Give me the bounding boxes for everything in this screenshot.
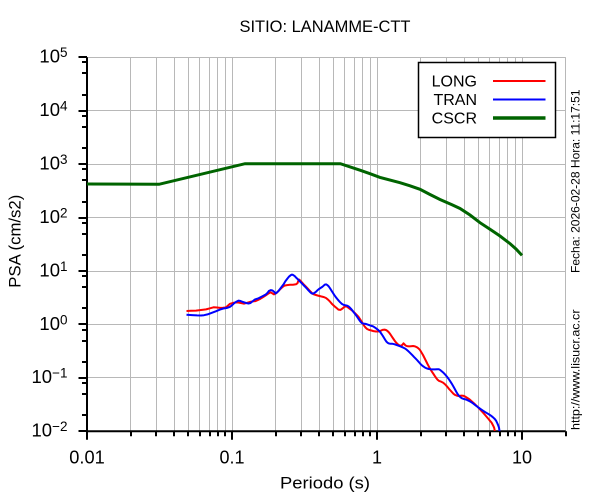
svg-text:1: 1 <box>372 448 382 468</box>
svg-text:Fecha: 2026-02-28 Hora: 11:17:: Fecha: 2026-02-28 Hora: 11:17:51 <box>569 89 583 273</box>
svg-text:CSCR: CSCR <box>432 111 477 128</box>
svg-text:Periodo (s): Periodo (s) <box>280 474 370 492</box>
svg-text:0.1: 0.1 <box>219 448 244 468</box>
svg-text:TRAN: TRAN <box>433 92 477 109</box>
svg-text:http://www.lisucr.ac.cr: http://www.lisucr.ac.cr <box>569 310 583 431</box>
svg-text:SITIO: LANAMME-CTT: SITIO: LANAMME-CTT <box>240 17 411 36</box>
svg-text:LONG: LONG <box>432 74 477 91</box>
svg-text:10: 10 <box>512 448 532 468</box>
svg-text:0.01: 0.01 <box>69 448 105 468</box>
svg-text:PSA (cm/s2): PSA (cm/s2) <box>6 195 25 288</box>
